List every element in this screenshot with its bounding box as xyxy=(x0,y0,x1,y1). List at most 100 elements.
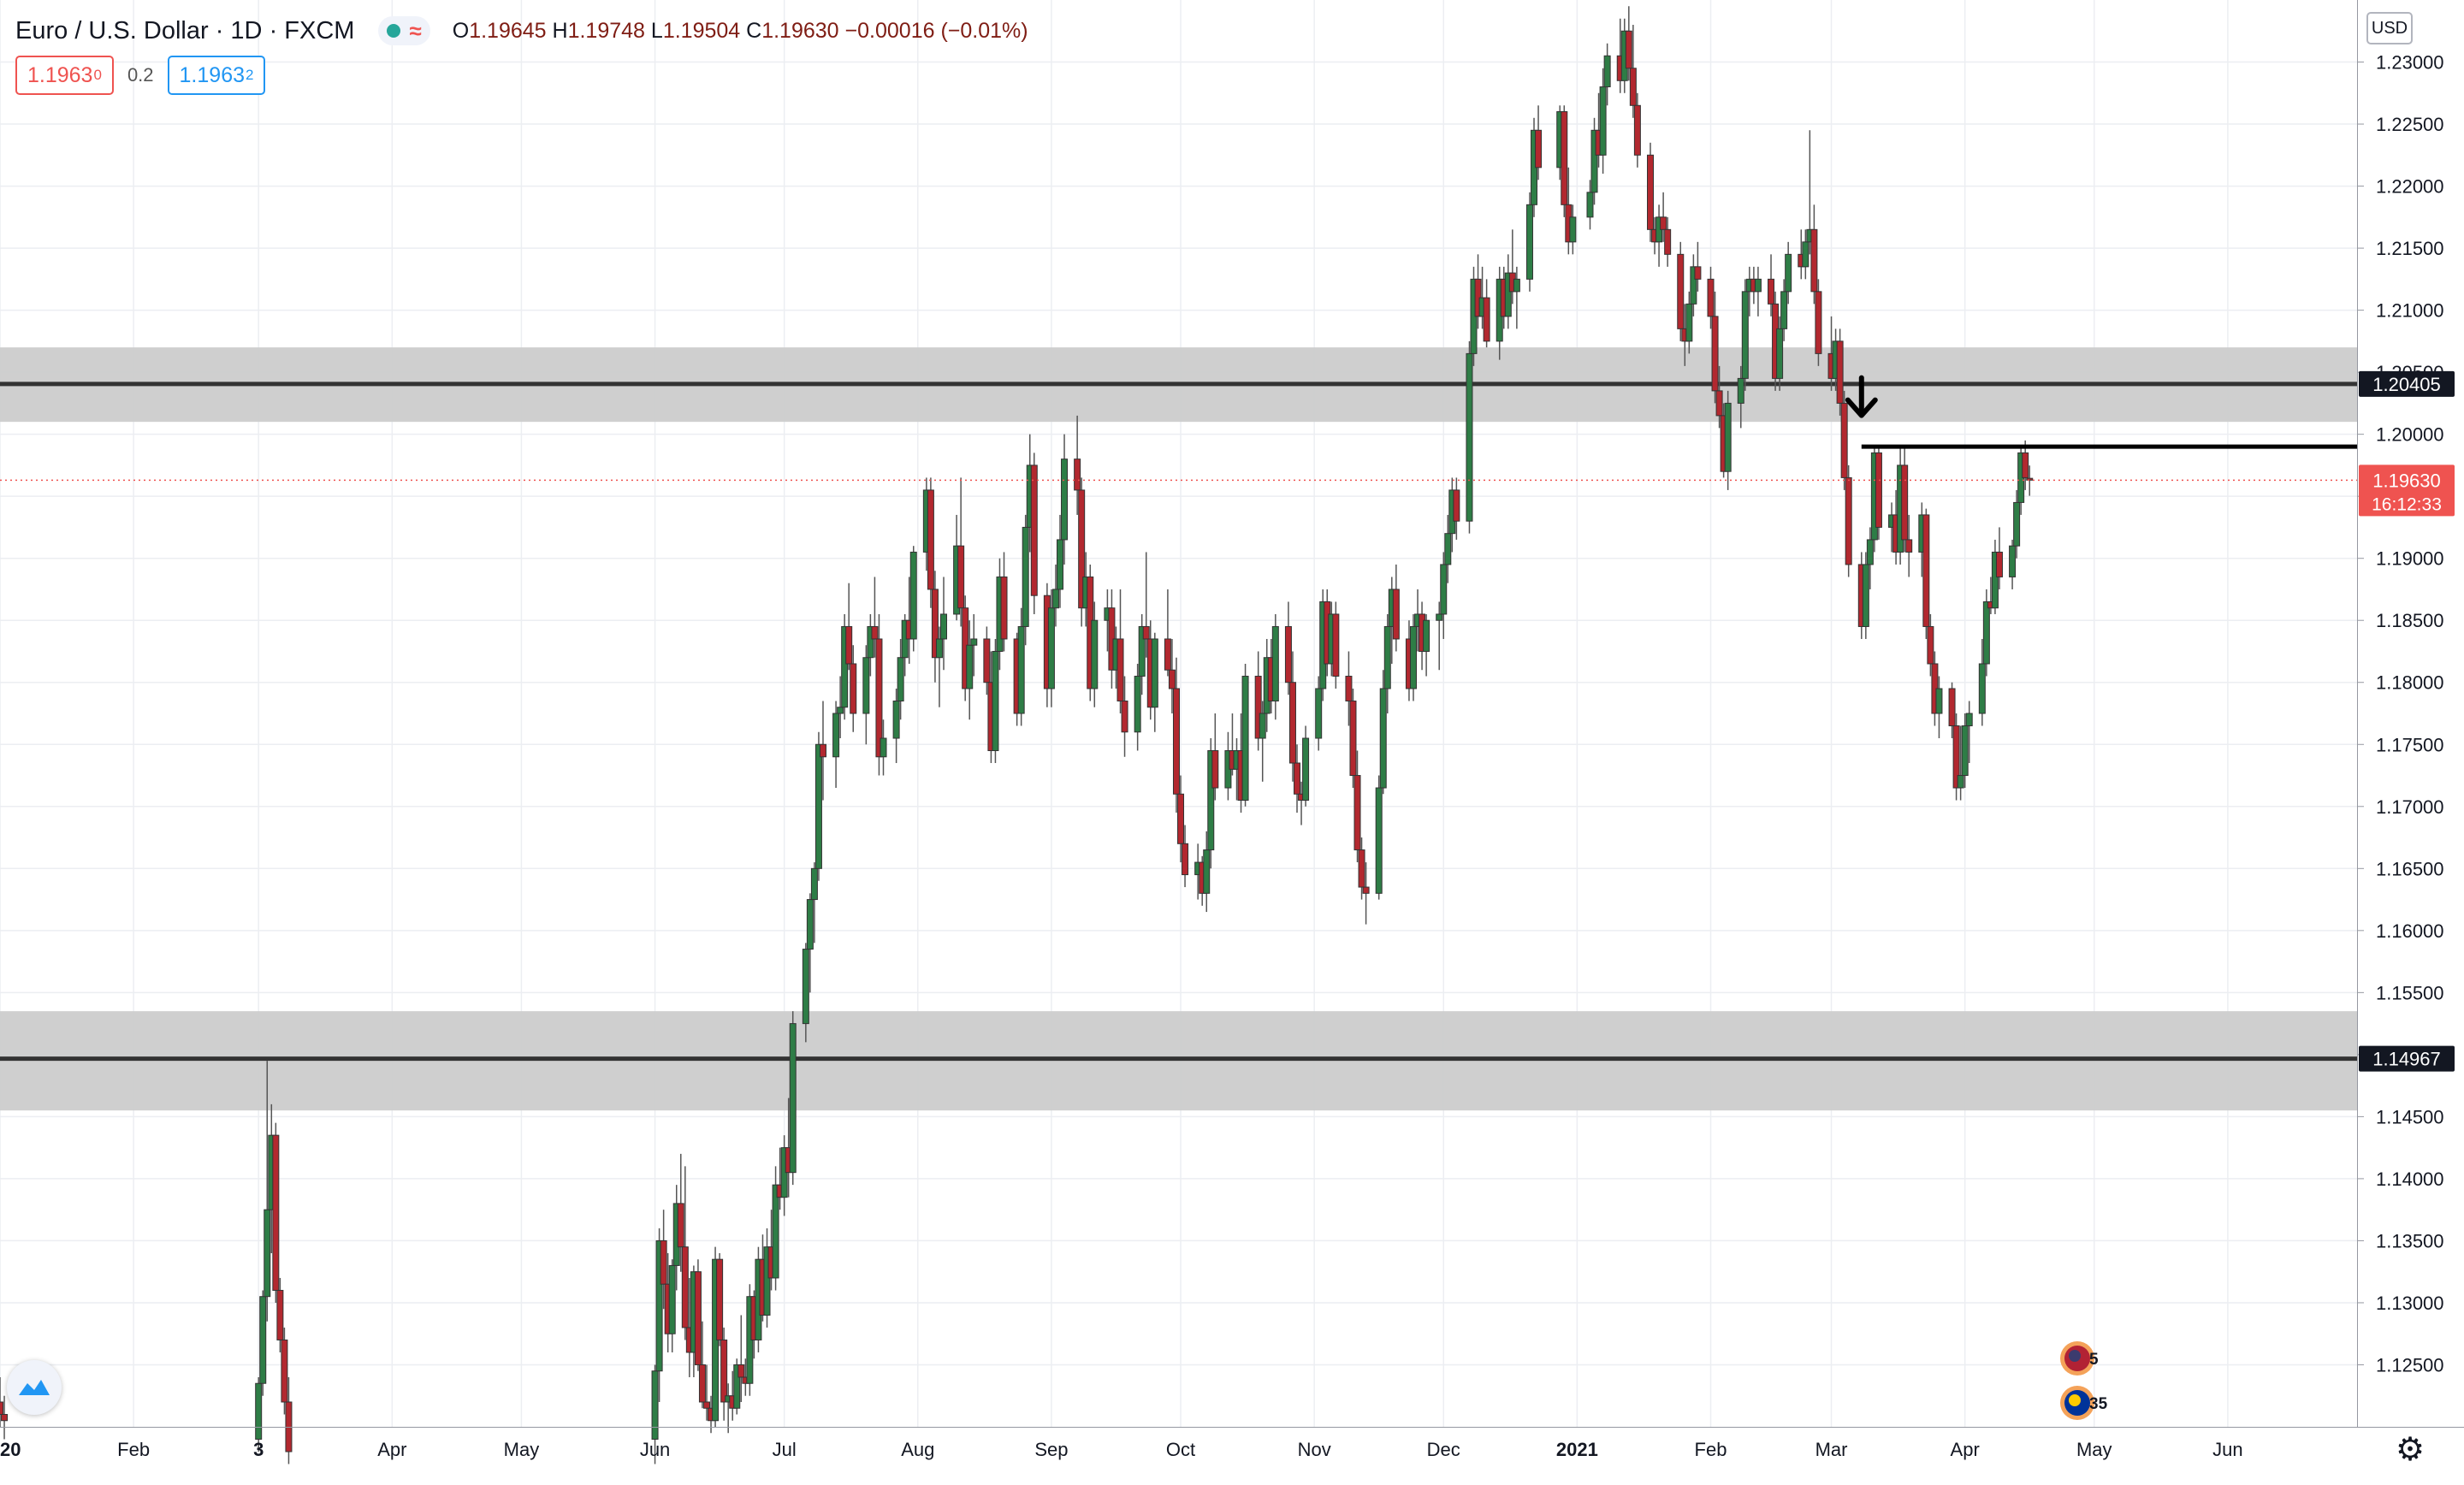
candle xyxy=(681,1166,689,1340)
candle xyxy=(850,645,857,732)
candle xyxy=(957,477,965,627)
candle-body xyxy=(1138,625,1146,677)
candle xyxy=(1168,638,1176,713)
candle xyxy=(1715,365,1723,429)
candle-body xyxy=(1423,619,1430,652)
candle xyxy=(1690,254,1697,317)
tradingview-logo-icon[interactable] xyxy=(7,1360,62,1415)
candle xyxy=(1922,508,1930,639)
candle-body xyxy=(931,589,939,659)
candle-body xyxy=(1780,291,1788,329)
x-tick-label: Dec xyxy=(1427,1439,1460,1460)
candle xyxy=(1737,365,1744,429)
candle xyxy=(841,613,849,720)
candle-body xyxy=(837,707,844,714)
candle xyxy=(1590,117,1598,205)
candle xyxy=(1440,552,1448,639)
candle xyxy=(1664,216,1672,267)
open-label: O xyxy=(452,18,470,43)
candle xyxy=(992,638,999,764)
candle xyxy=(1315,676,1323,751)
candle xyxy=(1711,291,1719,404)
candle-body xyxy=(1288,682,1296,764)
candle xyxy=(837,676,844,739)
candle-body xyxy=(1254,675,1262,739)
candle xyxy=(1961,713,1969,789)
candle-body xyxy=(1965,713,1973,727)
candle xyxy=(1707,266,1715,329)
candle-body xyxy=(1685,303,1693,342)
candle xyxy=(698,1321,706,1409)
candle xyxy=(1525,192,1533,292)
symbol-title[interactable]: Euro / U.S. Dollar · 1D · FXCM xyxy=(15,17,354,45)
support-price-label-text: 1.14967 xyxy=(2372,1049,2441,1070)
candle-body xyxy=(1707,278,1715,317)
economic-event-marker[interactable]: 5 xyxy=(2060,1341,2099,1376)
candle xyxy=(2026,465,2034,496)
candle-body xyxy=(1134,675,1141,733)
candle xyxy=(668,1259,676,1352)
y-tick-label: 1.13000 xyxy=(2376,1293,2444,1314)
separator-dot: · xyxy=(215,16,231,44)
candle xyxy=(1629,25,1637,118)
sell-button[interactable]: 1.1963 0 xyxy=(15,56,114,95)
candle-body xyxy=(1259,713,1266,739)
y-tick-label: 1.12500 xyxy=(2376,1354,2444,1376)
candle xyxy=(1294,744,1301,813)
candle-body xyxy=(845,625,853,665)
candle xyxy=(1134,663,1141,751)
candle-body xyxy=(1504,272,1512,317)
sell-price-sup: 0 xyxy=(93,67,102,83)
candle xyxy=(1302,725,1310,807)
candle xyxy=(1677,241,1685,341)
candle-body xyxy=(694,1271,702,1365)
candle-body xyxy=(2013,501,2021,547)
buy-button[interactable]: 1.1963 2 xyxy=(167,56,266,95)
candle-body xyxy=(1647,154,1655,230)
currency-button[interactable]: USD xyxy=(2366,12,2413,44)
candle xyxy=(1957,725,1964,801)
candle xyxy=(720,1327,728,1421)
candle-body xyxy=(1995,551,2003,577)
candle xyxy=(1172,657,1180,813)
candle-body xyxy=(716,1258,724,1340)
candle-body xyxy=(1836,340,1844,404)
candle xyxy=(1332,601,1340,689)
candle xyxy=(1436,601,1443,671)
tradingview-logo-glyph xyxy=(19,1380,50,1395)
candle xyxy=(1952,713,1960,801)
current-price-text: 1.19630 xyxy=(2372,470,2441,491)
x-tick-label: Jun xyxy=(640,1439,670,1460)
candle-body xyxy=(983,638,991,683)
candle-body xyxy=(1535,129,1543,169)
candle xyxy=(1121,676,1128,757)
candle xyxy=(1030,453,1038,614)
candle xyxy=(1383,613,1391,713)
candle xyxy=(1535,105,1543,180)
candle xyxy=(1569,204,1577,255)
candle-body xyxy=(1513,278,1520,293)
gear-icon[interactable]: ⚙ xyxy=(2396,1432,2426,1468)
candle xyxy=(1561,105,1568,217)
candle xyxy=(1453,477,1460,540)
candle xyxy=(1362,862,1370,925)
candle xyxy=(880,719,887,776)
candle xyxy=(1776,316,1784,391)
candle-body xyxy=(1935,688,1943,714)
arrow-down-icon xyxy=(1845,375,1878,418)
economic-event-marker[interactable]: 35 xyxy=(2060,1386,2108,1420)
candle xyxy=(1409,613,1417,701)
candle xyxy=(931,571,939,683)
y-tick-label: 1.19000 xyxy=(2376,548,2444,570)
status-pill[interactable]: ≈ xyxy=(378,16,430,45)
candle-body xyxy=(2022,452,2029,478)
candle xyxy=(1379,670,1387,795)
candle-body xyxy=(1362,886,1370,894)
candle xyxy=(1905,514,1913,577)
candle-body xyxy=(850,663,857,714)
x-tick-label: Aug xyxy=(901,1439,934,1460)
candle-body xyxy=(1,1413,9,1422)
candle-body xyxy=(1349,700,1357,777)
